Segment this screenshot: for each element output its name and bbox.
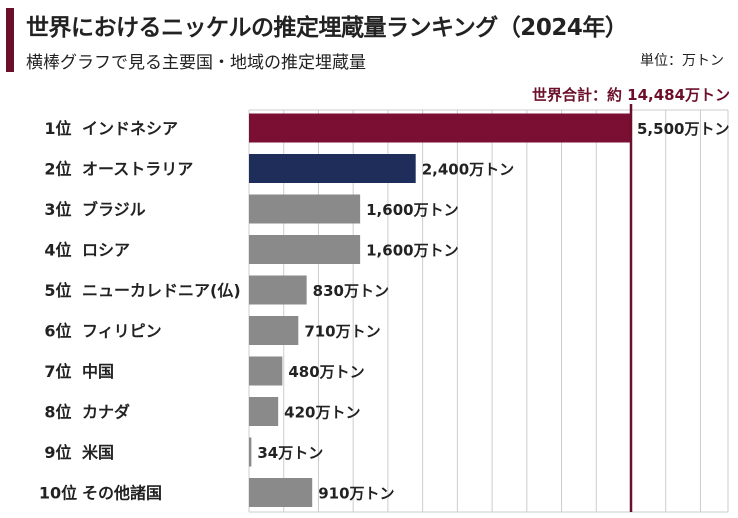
category-label: カナダ bbox=[82, 403, 130, 422]
category-label: 米国 bbox=[82, 443, 114, 462]
category-label: インドネシア bbox=[82, 119, 178, 138]
value-label: 480万トン bbox=[288, 363, 364, 381]
category-label: ロシア bbox=[82, 241, 130, 260]
category-label: 中国 bbox=[82, 362, 114, 381]
rank-label: 4位 bbox=[44, 241, 71, 260]
value-label: 710万トン bbox=[304, 323, 380, 341]
rank-label: 6位 bbox=[44, 322, 71, 341]
category-label: フィリピン bbox=[82, 322, 162, 341]
bar bbox=[249, 154, 416, 183]
rank-label: 10位 bbox=[39, 484, 77, 503]
value-label: 910万トン bbox=[318, 485, 394, 503]
world-total-label: 世界合計：約 14,484万トン bbox=[532, 86, 730, 104]
title-accent-bar bbox=[6, 8, 14, 72]
bar bbox=[249, 437, 252, 467]
bar bbox=[249, 478, 313, 507]
chart-title: 世界におけるニッケルの推定埋蔵量ランキング（2024年） bbox=[26, 15, 628, 41]
bar bbox=[249, 113, 631, 143]
category-label: ニューカレドニア(仏) bbox=[82, 281, 241, 300]
rank-label: 8位 bbox=[44, 403, 71, 422]
value-label: 1,600万トン bbox=[366, 201, 458, 219]
rank-label: 3位 bbox=[44, 200, 71, 219]
category-label: オーストラリア bbox=[82, 160, 193, 179]
category-label: その他諸国 bbox=[82, 484, 162, 503]
value-label: 420万トン bbox=[284, 404, 360, 422]
rank-label: 7位 bbox=[44, 362, 71, 381]
value-label: 34万トン bbox=[257, 444, 323, 462]
chart-subtitle: 横棒グラフで見る主要国・地域の推定埋蔵量 bbox=[26, 53, 366, 73]
bar bbox=[249, 194, 361, 224]
bar bbox=[249, 356, 283, 386]
value-label: 1,600万トン bbox=[366, 242, 458, 260]
bar bbox=[249, 316, 299, 345]
value-label: 830万トン bbox=[313, 282, 389, 300]
category-label: ブラジル bbox=[82, 200, 146, 219]
unit-label: 単位：万トン bbox=[640, 53, 724, 69]
bar bbox=[249, 397, 279, 426]
bar bbox=[249, 275, 307, 305]
rank-label: 9位 bbox=[44, 443, 71, 462]
rank-label: 5位 bbox=[44, 281, 71, 300]
rank-label: 2位 bbox=[44, 160, 71, 179]
value-label: 2,400万トン bbox=[422, 161, 514, 179]
bar bbox=[249, 235, 361, 264]
rank-label: 1位 bbox=[44, 119, 71, 138]
value-label: 5,500万トン bbox=[637, 120, 729, 138]
